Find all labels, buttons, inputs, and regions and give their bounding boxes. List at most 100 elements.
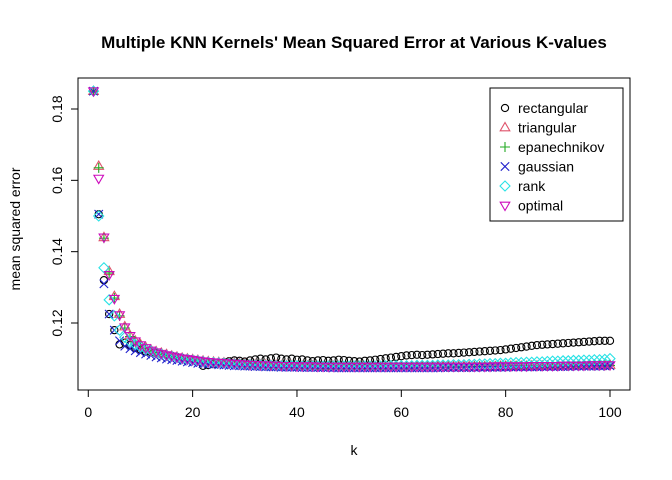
point-optimal: [139, 344, 152, 355]
point-rectangular: [397, 352, 406, 361]
point-rectangular: [418, 350, 427, 360]
point-optimal: [103, 270, 115, 281]
legend-box: [489, 87, 624, 222]
point-rectangular: [412, 350, 422, 359]
legend: rectangular triangular epanechnikov gaussia…: [489, 87, 624, 222]
point-gaussian: [104, 309, 114, 319]
point-rectangular: [496, 345, 505, 355]
x-axis-label: k: [351, 442, 359, 458]
point-rectangular: [449, 349, 458, 358]
point-rectangular: [423, 350, 432, 359]
point-rank: [129, 338, 142, 351]
point-rectangular: [527, 341, 536, 350]
point-rectangular: [407, 350, 416, 360]
point-optimal: [604, 361, 616, 372]
chart-title: Multiple KNN Kernels' Mean Squared Error…: [101, 33, 607, 52]
legend-label-rank: rank: [518, 178, 546, 194]
series-optimal: [87, 87, 616, 373]
point-optimal: [92, 174, 105, 185]
y-tick-label: 0.18: [49, 95, 65, 122]
x-axis: 0 20 40 60 80 100: [84, 389, 622, 420]
point-rank: [499, 357, 512, 370]
point-rectangular: [543, 340, 552, 349]
point-rectangular: [579, 337, 589, 347]
legend-label-rectangular: rectangular: [518, 100, 588, 116]
point-rectangular: [511, 343, 521, 353]
legend-marker-rank: [499, 180, 511, 192]
point-gaussian: [605, 361, 615, 371]
x-tick-label: 60: [394, 404, 410, 420]
point-optimal: [113, 311, 126, 322]
legend-marker-rectangular: [500, 103, 510, 113]
x-tick-label: 40: [289, 404, 305, 420]
point-rank: [593, 353, 606, 366]
point-rectangular: [454, 348, 463, 358]
point-rectangular: [595, 336, 604, 345]
point-gaussian: [125, 344, 135, 354]
point-rank: [599, 353, 611, 366]
point-rectangular: [564, 338, 573, 348]
legend-marker-epanechnikov: [500, 142, 510, 152]
point-rectangular: [506, 344, 516, 353]
point-rank: [588, 353, 601, 366]
point-rectangular: [105, 309, 114, 319]
point-rectangular: [501, 345, 510, 354]
point-rank: [572, 354, 585, 367]
point-rectangular: [574, 338, 583, 347]
point-rectangular: [532, 340, 542, 350]
point-rectangular: [600, 336, 609, 345]
point-rank: [552, 355, 564, 367]
y-tick-label: 0.14: [49, 238, 65, 265]
point-rectangular: [485, 346, 495, 355]
point-rectangular: [428, 350, 437, 359]
point-rectangular: [110, 325, 119, 335]
point-rectangular: [480, 347, 489, 356]
point-rectangular: [438, 349, 448, 358]
legend-label-epanechnikov: epanechnikov: [518, 139, 604, 155]
point-rectangular: [517, 343, 526, 352]
point-rank: [489, 357, 502, 370]
point-rank: [583, 354, 595, 366]
point-rank: [546, 355, 559, 367]
x-tick-label: 80: [498, 404, 514, 420]
point-rank: [103, 294, 115, 306]
point-rank: [604, 352, 616, 365]
point-rectangular: [538, 340, 547, 349]
point-rank: [505, 357, 517, 369]
point-rank: [557, 355, 569, 367]
point-rectangular: [605, 336, 615, 345]
point-rectangular: [475, 347, 484, 356]
point-rank: [494, 357, 507, 370]
point-rectangular: [444, 349, 453, 358]
point-rank: [562, 355, 575, 367]
x-tick-label: 20: [185, 404, 201, 420]
point-rectangular: [402, 351, 411, 360]
legend-marker-optimal: [499, 201, 511, 212]
point-rank: [578, 354, 590, 366]
point-rank: [473, 358, 486, 370]
point-rank: [479, 358, 491, 370]
point-rectangular: [548, 339, 557, 349]
point-rank: [124, 335, 136, 348]
point-optimal: [134, 341, 147, 352]
point-rank: [98, 261, 110, 274]
point-rank: [536, 356, 548, 368]
y-tick-label: 0.12: [49, 309, 65, 336]
point-rectangular: [470, 347, 479, 357]
point-gaussian: [99, 279, 109, 289]
point-rank: [541, 355, 554, 368]
point-rectangular: [491, 346, 500, 355]
point-rank: [567, 354, 580, 367]
point-rectangular: [553, 339, 562, 348]
y-tick-label: 0.16: [49, 166, 65, 193]
point-rank: [92, 210, 105, 222]
point-rectangular: [99, 276, 109, 285]
point-gaussian: [94, 209, 104, 219]
point-optimal: [98, 233, 110, 244]
x-tick-label: 100: [598, 404, 622, 420]
legend-label-triangular: triangular: [518, 120, 577, 136]
point-optimal: [119, 323, 131, 334]
y-axis: 0.12 0.14 0.16 0.18: [49, 95, 79, 337]
point-rank: [119, 331, 131, 344]
point-optimal: [124, 331, 136, 342]
